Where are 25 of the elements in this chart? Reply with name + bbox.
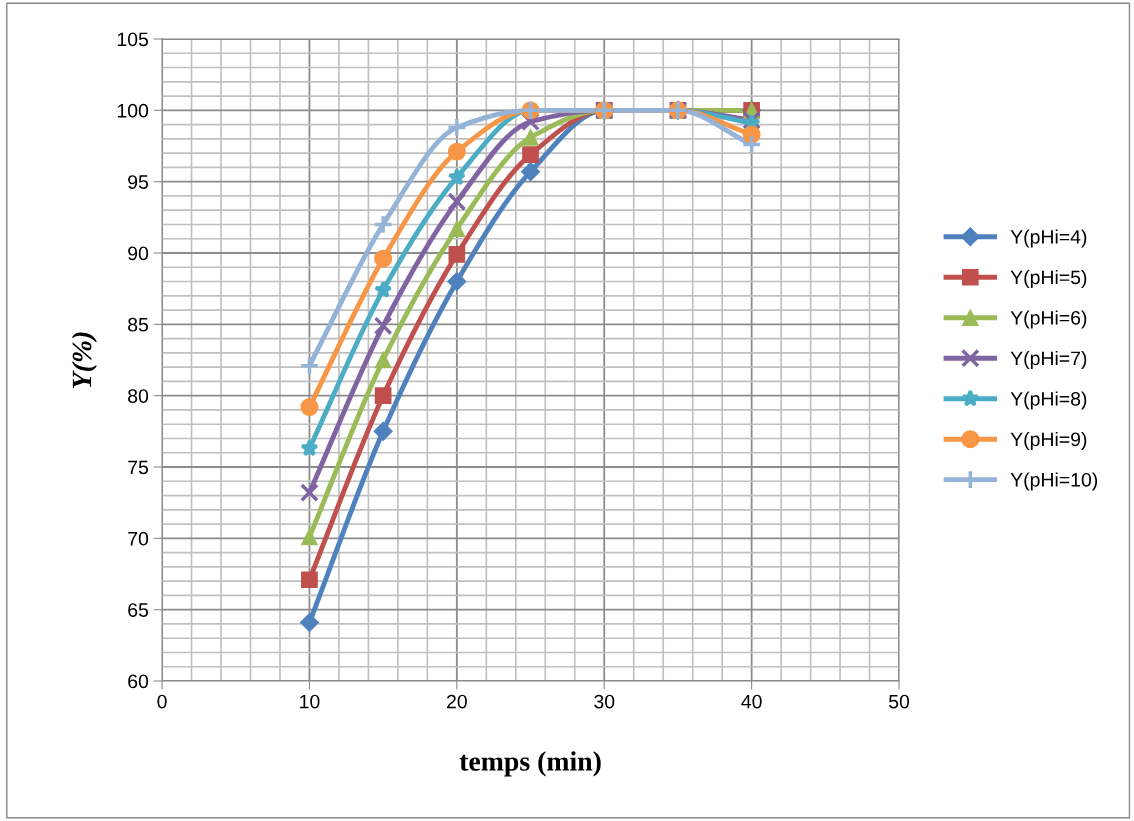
- y-tick-label: 60: [128, 674, 149, 689]
- x-tick-label: 10: [300, 694, 320, 709]
- y-tick-label: 100: [117, 103, 149, 118]
- y-tick-label: 75: [128, 460, 149, 475]
- y-axis-title: Y(%): [71, 332, 97, 388]
- x-tick-label: 0: [157, 694, 167, 709]
- legend-label: Y(pHi=5): [1010, 269, 1087, 289]
- y-tick-label: 90: [128, 246, 149, 261]
- legend-label: Y(pHi=8): [1010, 391, 1087, 410]
- legend-label: Y(pHi=4): [1010, 229, 1087, 248]
- x-tick-label: 30: [594, 694, 615, 709]
- y-tick-label: 85: [128, 317, 149, 332]
- x-axis-title: temps (min): [459, 751, 601, 777]
- legend-label: Y(pHi=9): [1010, 431, 1087, 451]
- legend-label: Y(pHi=7): [1010, 350, 1087, 370]
- legend-label: Y(pHi=6): [1010, 310, 1087, 329]
- y-tick-label: 80: [128, 389, 149, 403]
- y-tick-label: 65: [128, 603, 149, 617]
- x-tick-label: 40: [741, 694, 762, 709]
- x-tick-label: 50: [889, 694, 910, 709]
- y-tick-label: 70: [128, 531, 149, 546]
- x-tick-label: 20: [447, 694, 467, 709]
- y-tick-label: 105: [117, 32, 149, 47]
- legend-label: Y(pHi=10): [1010, 472, 1098, 491]
- y-tick-label: 95: [128, 175, 149, 189]
